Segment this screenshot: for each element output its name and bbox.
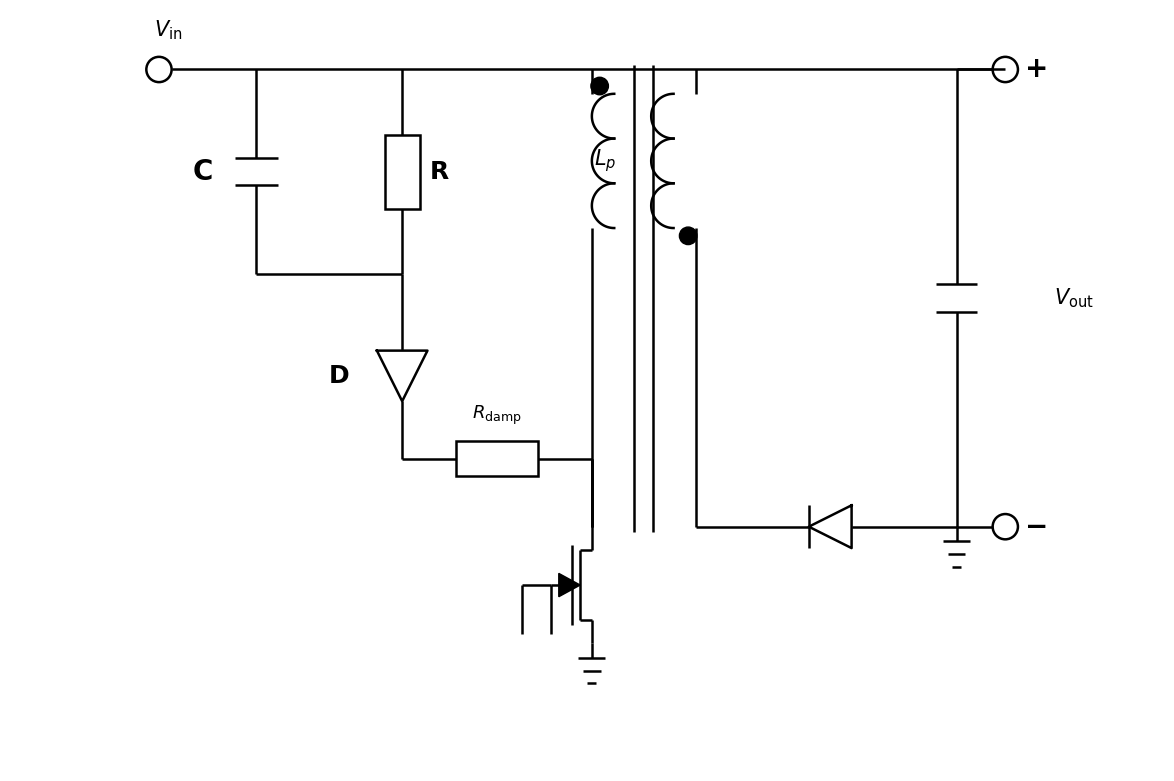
Text: $L_p$: $L_p$ — [594, 148, 616, 174]
Text: C: C — [193, 158, 212, 186]
Polygon shape — [809, 505, 851, 548]
Text: R: R — [430, 159, 448, 184]
Text: $V_{\rm in}$: $V_{\rm in}$ — [154, 19, 183, 42]
Text: −: − — [1025, 512, 1048, 540]
Text: $V_{\rm out}$: $V_{\rm out}$ — [1054, 287, 1094, 310]
Circle shape — [591, 77, 608, 95]
Bar — [457, 441, 538, 476]
Text: D: D — [329, 364, 349, 388]
Polygon shape — [377, 351, 427, 401]
Circle shape — [680, 227, 697, 244]
Text: +: + — [1025, 55, 1048, 84]
Text: $R_{\rm damp}$: $R_{\rm damp}$ — [472, 405, 522, 427]
Bar — [385, 134, 419, 209]
Polygon shape — [559, 573, 580, 597]
